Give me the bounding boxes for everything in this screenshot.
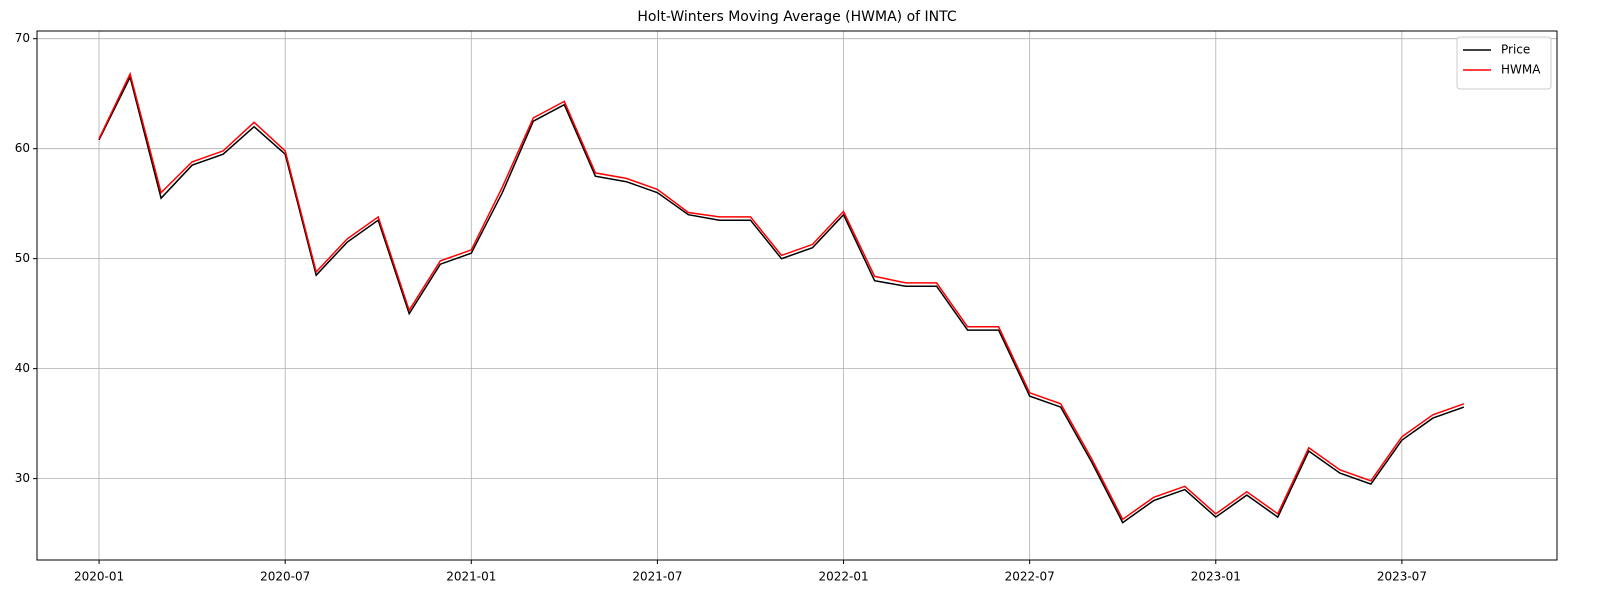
x-tick-label: 2023-01 (1191, 570, 1241, 584)
x-tick-label: 2021-01 (446, 570, 496, 584)
legend-label: HWMA (1501, 63, 1541, 77)
x-tick-label: 2023-07 (1377, 570, 1427, 584)
plot-frame (36, 30, 1558, 561)
y-tick-label: 70 (15, 31, 30, 45)
legend: Price HWMA (1456, 36, 1552, 90)
x-tick-label: 2020-01 (74, 570, 124, 584)
line-series (98, 71, 1465, 521)
x-tick-label: 2020-07 (260, 570, 310, 584)
y-tick-label: 30 (15, 471, 30, 485)
x-tick-label: 2022-07 (1005, 570, 1055, 584)
x-tick-label: 2022-01 (818, 570, 868, 584)
chart-title: Holt-Winters Moving Average (HWMA) of IN… (637, 9, 957, 25)
y-tick-label: 50 (15, 251, 30, 265)
line-series (98, 75, 1465, 524)
y-tick-label: 40 (15, 361, 30, 375)
legend-label: Price (1501, 43, 1530, 57)
x-tick-label: 2021-07 (632, 570, 682, 584)
y-tick-label: 60 (15, 141, 30, 155)
